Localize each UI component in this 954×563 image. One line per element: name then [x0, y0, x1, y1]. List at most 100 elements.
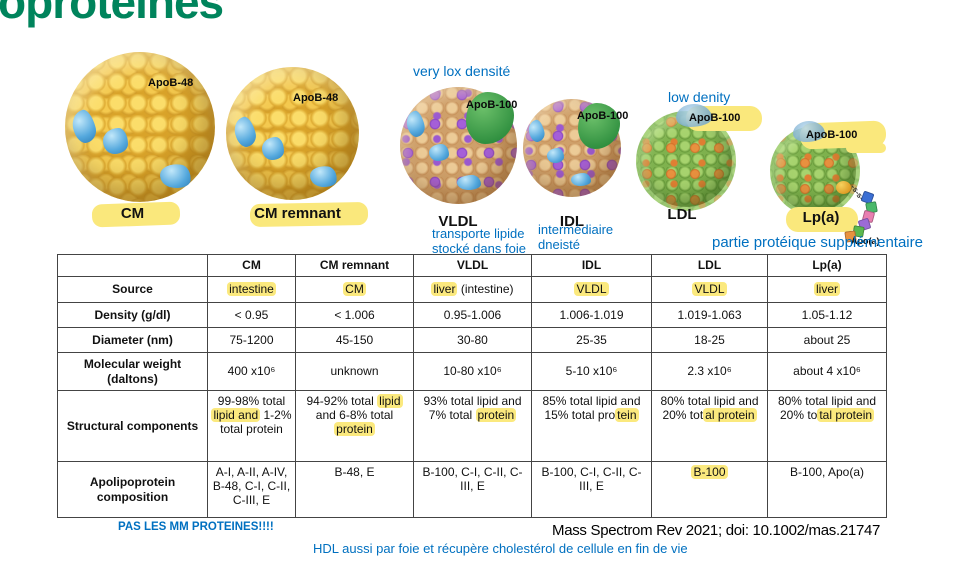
- table-cell: 400 x10⁶: [207, 352, 296, 391]
- table-cell: 75-1200: [207, 327, 296, 353]
- table-cell: < 0.95: [207, 302, 296, 328]
- idl-annotation-line2: dneisté: [538, 237, 580, 252]
- table-cell: about 4 x10⁶: [767, 352, 887, 391]
- table-cell: 85% total lipid and 15% total pro tein: [531, 390, 652, 462]
- column-header: Lp(a): [767, 254, 887, 277]
- lipid-patch-icon: [429, 144, 449, 161]
- idl-annotation-line1: intermédiaire: [538, 222, 614, 237]
- lipid-patch-icon: [231, 115, 259, 149]
- column-header: IDL: [531, 254, 652, 277]
- lipoprotein-table: CM CM remnant VLDL IDL LDL Lp(a) Source intesti…: [57, 254, 887, 518]
- page-title: oprotéines: [0, 0, 224, 28]
- column-header: VLDL: [413, 254, 532, 277]
- lpa-annotation: partie protéique supplémentaire: [712, 234, 923, 251]
- table-cell: 45-150: [295, 327, 414, 353]
- lipid-patch-icon: [158, 161, 193, 191]
- table-cell: CM: [295, 276, 414, 303]
- table-cell: B-100, C-I, C-II, C-III, E: [531, 461, 652, 518]
- column-header: CM remnant: [295, 254, 414, 277]
- lipid-patch-icon: [526, 118, 547, 144]
- table-cell: unknown: [295, 352, 414, 391]
- row-label: Molecular weight (daltons): [57, 352, 208, 391]
- column-header: CM: [207, 254, 296, 277]
- bottom-center-annotation: HDL aussi par foie et récupère cholestér…: [313, 541, 688, 556]
- highlight-marker: [846, 143, 886, 153]
- table-row: Density (g/dl) < 0.95 < 1.006 0.95-1.006 1.0…: [57, 302, 887, 328]
- lipid-patch-icon: [404, 109, 427, 139]
- cm-sphere: [65, 52, 215, 202]
- row-label: Diameter (nm): [57, 327, 208, 353]
- table-cell: 94-92% total lipid and 6-8% total protei…: [295, 390, 414, 462]
- table-cell: 18-25: [651, 327, 768, 353]
- apoa-anchor-icon: [836, 181, 851, 194]
- apob100-label: ApoB-100: [689, 112, 741, 124]
- lipid-patch-icon: [103, 128, 128, 154]
- lipid-patch-icon: [308, 164, 339, 189]
- table-cell: < 1.006: [295, 302, 414, 328]
- lipid-patch-icon: [571, 173, 591, 186]
- table-row: Molecular weight (daltons) 400 x10⁶ unknow…: [57, 352, 887, 391]
- apob100-protein-icon: [793, 121, 825, 142]
- table-cell: 1.019-1.063: [651, 302, 768, 328]
- lipid-patch-icon: [262, 137, 284, 160]
- ldl-label: LDL: [667, 206, 697, 223]
- lipid-patch-icon: [547, 148, 564, 163]
- table-cell: 10-80 x10⁶: [413, 352, 532, 391]
- row-label: Apolipoprotein composition: [57, 461, 208, 518]
- table-cell: 2.3 x10⁶: [651, 352, 768, 391]
- low-density-annotation: low denity: [668, 89, 731, 105]
- bottom-left-annotation: PAS LES MM PROTEINES!!!!: [118, 521, 274, 533]
- column-header: [57, 254, 208, 277]
- row-label: Structural components: [57, 390, 208, 462]
- citation: Mass Spectrom Rev 2021; doi: 10.1002/mas…: [552, 522, 881, 539]
- table-cell: about 25: [767, 327, 887, 353]
- apob100-label: ApoB-100: [466, 99, 518, 111]
- table-row: Apolipoprotein composition A-I, A-II, A-I…: [57, 461, 887, 518]
- table-row: Diameter (nm) 75-1200 45-150 30-80 25-35 18-2…: [57, 327, 887, 353]
- idl-label: IDL: [559, 213, 585, 230]
- table-header-row: CM CM remnant VLDL IDL LDL Lp(a): [57, 254, 887, 277]
- apoa-label: Apo(a): [851, 236, 880, 246]
- row-label: Source: [57, 276, 208, 303]
- table-cell: B-100, Apo(a): [767, 461, 887, 518]
- table-cell: 93% total lipid and 7% total protein: [413, 390, 532, 462]
- cm-label: CM: [120, 205, 145, 222]
- cm-remnant-label: CM remnant: [254, 205, 341, 222]
- table-cell: B-100, C-I, C-II, C-III, E: [413, 461, 532, 518]
- table-cell: VLDL: [651, 276, 768, 303]
- table-cell: A-I, A-II, A-IV, B-48, C-I, C-II, C-III,…: [207, 461, 296, 518]
- table-cell: 99-98% total lipid and 1-2% total protei…: [207, 390, 296, 462]
- lipoprotein-table-body: CM CM remnant VLDL IDL LDL Lp(a) Source intesti…: [57, 254, 887, 518]
- table-cell: liver: [767, 276, 887, 303]
- table-cell: 1.05-1.12: [767, 302, 887, 328]
- apob100-label: ApoB-100: [577, 110, 629, 122]
- table-cell: B-100: [651, 461, 768, 518]
- cm-remnant-sphere: [226, 67, 359, 200]
- table-cell: 30-80: [413, 327, 532, 353]
- table-cell: VLDL: [531, 276, 652, 303]
- very-low-density-annotation: very lox densité: [413, 63, 511, 79]
- table-row: Source intestine CM liver (intestine) VLDL VL…: [57, 276, 887, 303]
- column-header: LDL: [651, 254, 768, 277]
- table-cell: 25-35: [531, 327, 652, 353]
- table-cell: 5-10 x10⁶: [531, 352, 652, 391]
- lipid-patch-icon: [69, 107, 99, 146]
- apob100-label: ApoB-100: [806, 129, 858, 141]
- apob48-label: ApoB-48: [148, 77, 194, 89]
- table-row: Structural components 99-98% total lipid …: [57, 390, 887, 462]
- lipid-patch-icon: [457, 175, 481, 190]
- lpa-label: Lp(a): [802, 209, 840, 226]
- vldl-label: VLDL: [438, 213, 478, 230]
- table-cell: 0.95-1.006: [413, 302, 532, 328]
- highlight-marker: [786, 207, 858, 232]
- table-cell: liver (intestine): [413, 276, 532, 303]
- table-cell: B-48, E: [295, 461, 414, 518]
- apob48-label: ApoB-48: [293, 92, 339, 104]
- table-cell: intestine: [207, 276, 296, 303]
- idl-sphere: [523, 99, 621, 197]
- row-label: Density (g/dl): [57, 302, 208, 328]
- table-cell: 1.006-1.019: [531, 302, 652, 328]
